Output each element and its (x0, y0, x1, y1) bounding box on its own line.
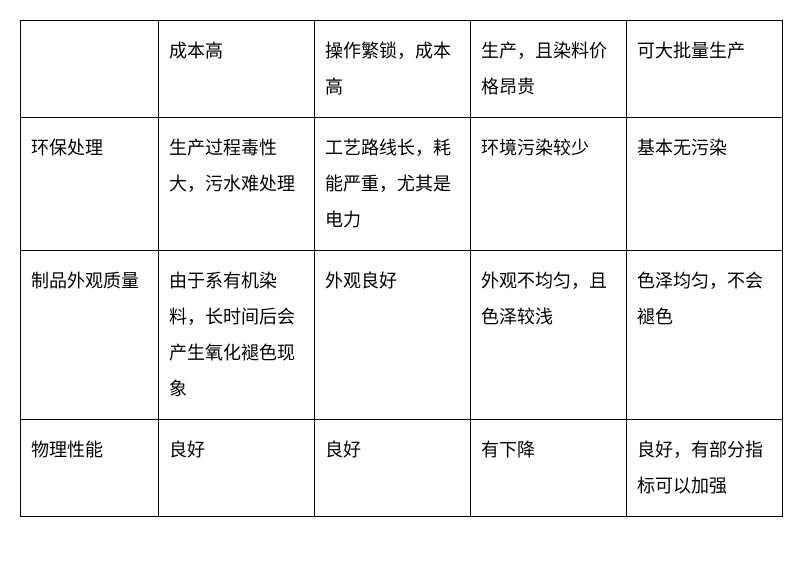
cell-row2-col3: 外观不均匀，且色泽较浅 (471, 251, 627, 420)
table-row: 成本高 操作繁锁，成本高 生产，且染料价格昂贵 可大批量生产 (21, 21, 783, 118)
cell-row0-col3: 生产，且染料价格昂贵 (471, 21, 627, 118)
cell-row3-col4: 良好，有部分指标可以加强 (627, 420, 783, 517)
cell-row2-col2: 外观良好 (315, 251, 471, 420)
cell-row1-col2: 工艺路线长，耗能严重，尤其是电力 (315, 118, 471, 251)
cell-row1-col0: 环保处理 (21, 118, 159, 251)
table-row: 物理性能 良好 良好 有下降 良好，有部分指标可以加强 (21, 420, 783, 517)
cell-row0-col0 (21, 21, 159, 118)
table-row: 环保处理 生产过程毒性大，污水难处理 工艺路线长，耗能严重，尤其是电力 环境污染… (21, 118, 783, 251)
cell-row2-col1: 由于系有机染料，长时间后会产生氧化褪色现象 (159, 251, 315, 420)
table-row: 制品外观质量 由于系有机染料，长时间后会产生氧化褪色现象 外观良好 外观不均匀，… (21, 251, 783, 420)
cell-row2-col0: 制品外观质量 (21, 251, 159, 420)
cell-row1-col1: 生产过程毒性大，污水难处理 (159, 118, 315, 251)
cell-row0-col4: 可大批量生产 (627, 21, 783, 118)
cell-row0-col2: 操作繁锁，成本高 (315, 21, 471, 118)
cell-row3-col0: 物理性能 (21, 420, 159, 517)
cell-row1-col3: 环境污染较少 (471, 118, 627, 251)
cell-row3-col2: 良好 (315, 420, 471, 517)
cell-row0-col1: 成本高 (159, 21, 315, 118)
cell-row1-col4: 基本无污染 (627, 118, 783, 251)
cell-row3-col3: 有下降 (471, 420, 627, 517)
comparison-table: 成本高 操作繁锁，成本高 生产，且染料价格昂贵 可大批量生产 环保处理 生产过程… (20, 20, 783, 517)
cell-row2-col4: 色泽均匀，不会褪色 (627, 251, 783, 420)
cell-row3-col1: 良好 (159, 420, 315, 517)
